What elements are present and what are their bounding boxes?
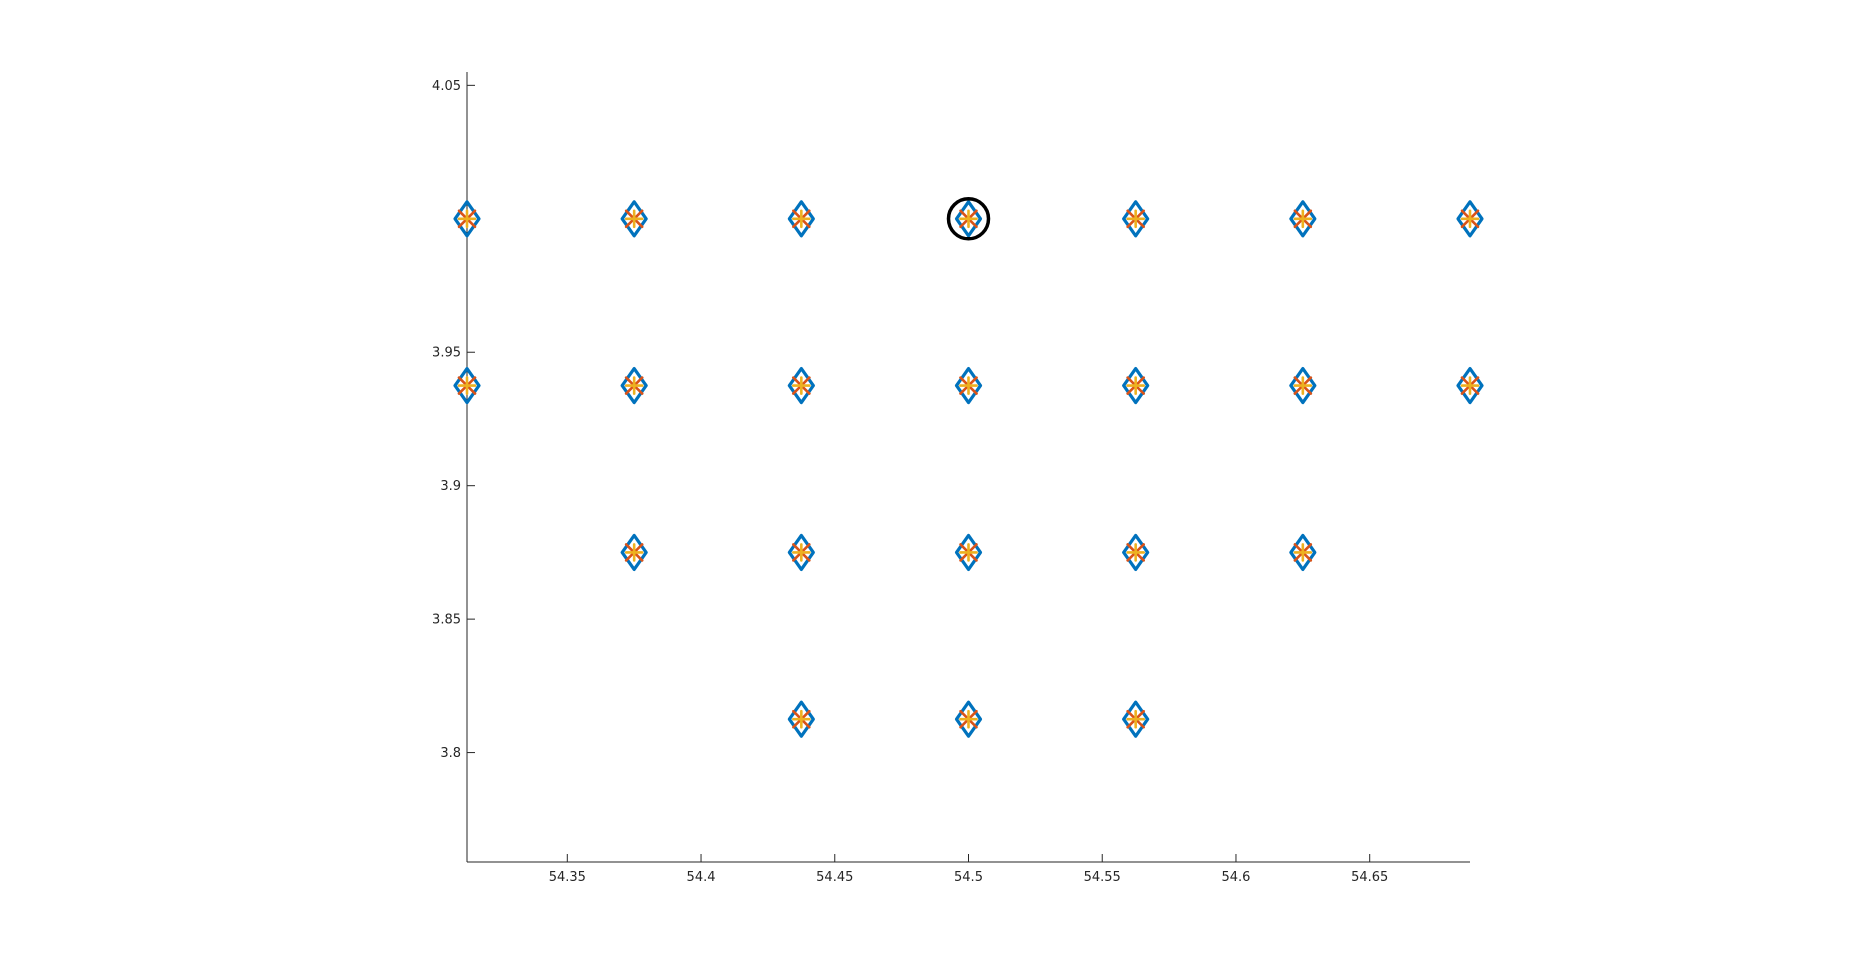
x-tick-label: 54.45 <box>816 870 853 885</box>
diamond-marker <box>954 700 983 738</box>
y-tick-label: 3.9 <box>440 479 461 494</box>
plus-marker <box>959 709 978 729</box>
circle-marker <box>946 197 991 241</box>
plus-marker <box>624 209 644 229</box>
y-ticks: 3.8 3.85 3.9 3.95 4.05 <box>432 79 475 761</box>
plus-marker <box>792 709 811 729</box>
x-tick-label: 54.55 <box>1084 870 1121 885</box>
x-tick-label: 54.4 <box>687 870 716 885</box>
y-tick-label: 3.85 <box>432 613 461 628</box>
plus-marker <box>1293 376 1313 395</box>
diamond-marker <box>954 533 983 572</box>
diamond-marker <box>1289 533 1317 572</box>
diamond-marker <box>620 200 648 238</box>
plus-marker <box>792 376 811 395</box>
diamond-marker <box>1122 200 1150 238</box>
plus-marker <box>792 209 811 229</box>
x-tick-label: 54.5 <box>954 870 983 885</box>
diamond-marker <box>1122 366 1150 405</box>
data-marks <box>453 197 1484 738</box>
x-tick-label: 54.6 <box>1221 870 1250 885</box>
plus-marker <box>1126 543 1145 562</box>
diamond-marker <box>787 200 815 238</box>
plus-marker <box>959 209 978 229</box>
diamond-marker <box>787 700 815 738</box>
diamond-marker <box>954 366 983 405</box>
y-tick-label: 3.8 <box>440 746 461 761</box>
plus-marker <box>624 543 644 562</box>
x-tick-label: 54.35 <box>549 870 586 885</box>
plus-marker <box>1293 209 1313 229</box>
plus-marker <box>1126 209 1145 229</box>
x-tick-label: 54.65 <box>1351 870 1388 885</box>
diamond-marker <box>1289 366 1317 405</box>
plus-marker <box>1460 376 1480 395</box>
diamond-marker <box>453 200 481 238</box>
plus-marker <box>1293 543 1313 562</box>
x-ticks: 54.35 54.4 54.45 54.5 54.55 54.6 54.65 <box>549 854 1388 885</box>
diamond-marker <box>1122 700 1150 738</box>
diamond-marker <box>787 533 815 572</box>
plus-marker <box>959 376 978 395</box>
y-tick-label: 4.05 <box>432 79 461 94</box>
plus-marker <box>1126 376 1145 395</box>
diamond-marker <box>787 366 815 405</box>
diamond-marker <box>954 200 983 238</box>
diamond-marker <box>1289 200 1317 238</box>
axes <box>466 72 1470 863</box>
diamond-marker <box>1456 366 1484 405</box>
plus-marker <box>457 376 477 395</box>
diamond-marker <box>620 533 648 572</box>
diamond-marker <box>453 366 481 405</box>
plus-marker <box>624 376 644 395</box>
plus-marker <box>792 543 811 562</box>
diamond-marker <box>1122 533 1150 572</box>
plus-marker <box>457 209 477 229</box>
plus-marker <box>959 543 978 562</box>
diamond-marker <box>620 366 648 405</box>
diamond-marker <box>1456 200 1484 238</box>
y-tick-label: 3.95 <box>432 346 461 361</box>
plus-marker <box>1126 709 1145 729</box>
plus-marker <box>1460 209 1480 229</box>
